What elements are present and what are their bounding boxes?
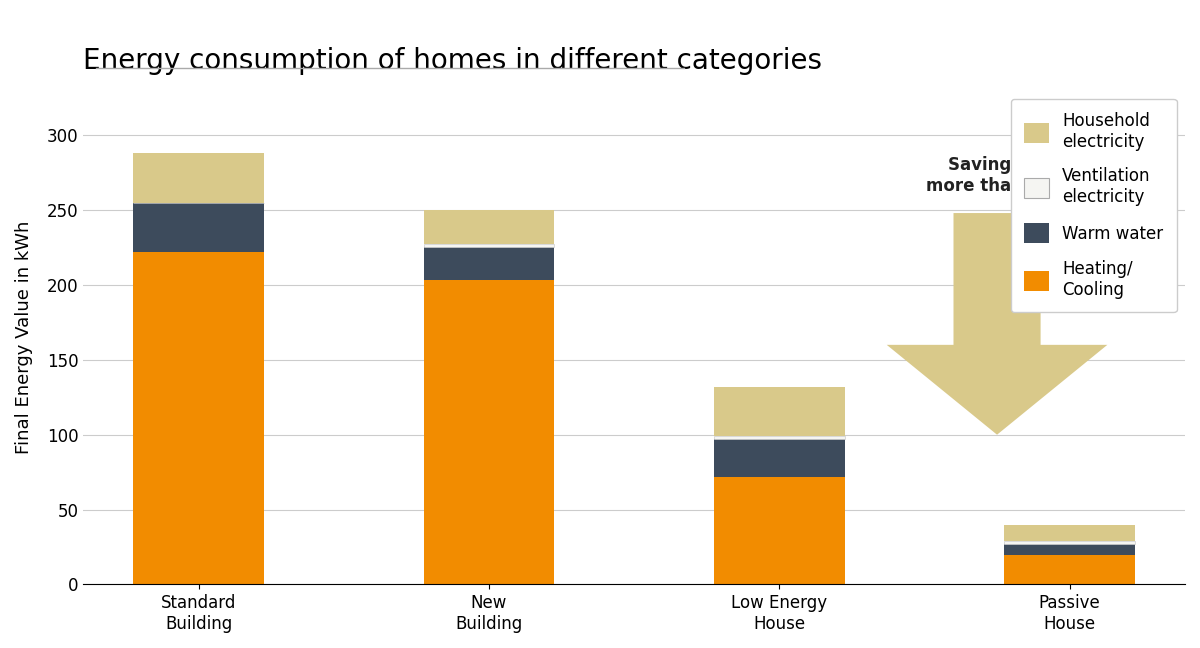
Bar [424,281,554,584]
Bar [714,436,845,439]
Polygon shape [887,213,1108,435]
Bar [133,252,264,584]
Bar [714,477,845,584]
Bar [1004,544,1135,555]
Bar [1004,541,1135,544]
Bar [1004,525,1135,541]
Bar [133,203,264,252]
Bar [424,210,554,244]
Legend: Household
electricity, Ventilation
electricity, Warm water, Heating/
Cooling: Household electricity, Ventilation elect… [1010,98,1177,312]
Bar [424,248,554,281]
Bar [424,244,554,248]
Bar [714,439,845,477]
Bar [1004,555,1135,584]
Text: Savings of
more than 75%: Savings of more than 75% [926,156,1068,195]
Y-axis label: Final Energy Value in kWh: Final Energy Value in kWh [14,221,34,454]
Bar [133,153,264,203]
Text: Energy consumption of homes in different categories: Energy consumption of homes in different… [83,47,822,75]
Bar [714,387,845,436]
